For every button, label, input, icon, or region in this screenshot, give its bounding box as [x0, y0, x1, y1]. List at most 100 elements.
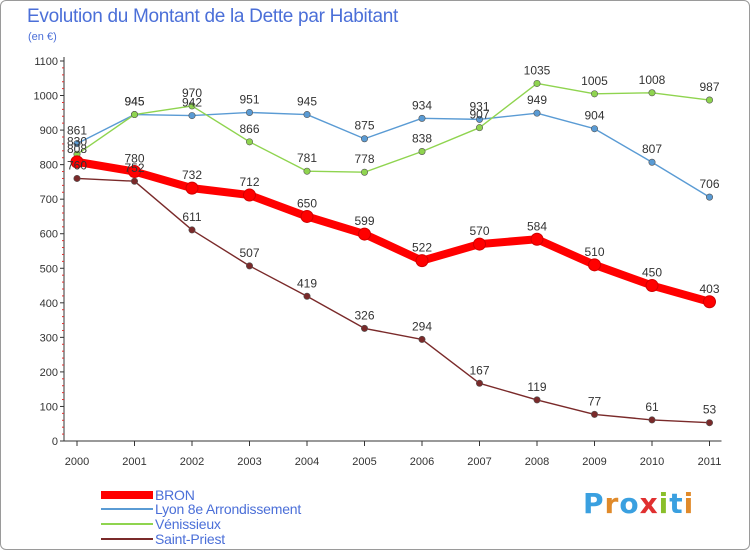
data-point: [300, 209, 314, 223]
data-label: 945: [297, 95, 317, 109]
legend-label: Saint-Priest: [155, 531, 225, 547]
data-label: 450: [642, 266, 662, 280]
legend-label: Vénissieux: [155, 516, 221, 532]
data-label: 807: [642, 142, 662, 156]
data-label: 584: [527, 219, 547, 233]
data-point: [128, 165, 141, 179]
data-point: [473, 237, 486, 251]
data-point: [645, 279, 659, 293]
data-label: 808: [67, 142, 87, 156]
data-label: 712: [239, 175, 259, 189]
legend-swatch: [101, 508, 153, 510]
data-point: [648, 158, 656, 166]
data-point: [131, 111, 139, 119]
data-label: 760: [67, 158, 87, 172]
data-label: 781: [297, 151, 317, 165]
data-point: [648, 89, 656, 97]
x-tick-label: 2006: [410, 456, 434, 468]
chart-title: Evolution du Montant de la Dette par Hab…: [27, 6, 398, 27]
data-point: [188, 112, 196, 120]
data-point: [303, 111, 311, 119]
data-point: [246, 108, 254, 116]
data-label: 507: [239, 246, 259, 260]
x-tick-label: 2002: [180, 456, 204, 468]
data-point: [590, 410, 598, 418]
legend-label: BRON: [155, 487, 195, 503]
legend-item: Lyon 8e Arrondissement: [101, 501, 301, 517]
logo-letter: i: [683, 487, 695, 520]
logo-letter: r: [604, 487, 620, 520]
logo-letter: P: [583, 487, 605, 520]
data-point: [705, 419, 713, 427]
data-point: [648, 416, 656, 424]
data-point: [360, 135, 368, 143]
x-tick-label: 2008: [525, 456, 549, 468]
data-label: 838: [412, 132, 432, 146]
x-tick-label: 2001: [122, 456, 146, 468]
data-label: 599: [354, 214, 374, 228]
data-point: [303, 167, 311, 175]
chart-subtitle: (en €): [28, 31, 57, 43]
data-label: 931: [469, 99, 489, 113]
legend-swatch: [101, 523, 153, 525]
y-tick-label: 500: [40, 263, 58, 275]
x-tick-label: 2000: [65, 456, 89, 468]
data-label: 650: [297, 196, 317, 210]
data-label: 949: [527, 93, 547, 107]
data-label: 875: [354, 119, 374, 133]
data-point: [533, 79, 541, 87]
series-line-2: [76, 82, 711, 173]
data-point: [360, 324, 368, 332]
data-label: 119: [527, 380, 546, 394]
data-label: 53: [703, 403, 717, 417]
data-point: [530, 232, 544, 246]
series-line-1: [76, 111, 711, 198]
data-label: 861: [67, 124, 87, 138]
data-point: [590, 90, 598, 98]
x-tick-label: 2007: [467, 456, 491, 468]
data-label: 294: [412, 319, 432, 333]
y-tick-label: 800: [40, 160, 58, 172]
data-labels: 861 945 942 951 945 875 934 931 949 904 807 706 830 9…: [67, 63, 720, 416]
legend-item: BRON: [101, 487, 195, 503]
data-label: 706: [699, 177, 719, 191]
logo-letter: o: [619, 487, 640, 520]
y-tick-label: 600: [40, 229, 58, 241]
y-tick-label: 700: [40, 194, 58, 206]
data-point: [705, 193, 713, 201]
y-tick-label: 1000: [34, 91, 58, 103]
data-label: 403: [699, 282, 719, 296]
data-point: [360, 168, 368, 176]
data-label: 77: [588, 394, 602, 408]
data-label: 732: [182, 168, 202, 182]
legend-label: Lyon 8e Arrondissement: [155, 501, 302, 517]
data-point: [705, 96, 713, 104]
data-point: [418, 335, 426, 343]
data-label: 326: [354, 308, 374, 322]
data-label: 951: [239, 92, 259, 106]
y-tick-label: 1100: [34, 56, 58, 68]
data-point: [590, 125, 598, 133]
data-point: [243, 188, 256, 202]
data-label: 904: [584, 109, 604, 123]
data-label: 830: [67, 134, 87, 148]
y-tick-label: 100: [40, 401, 58, 413]
data-point: [415, 254, 429, 268]
y-tick-label: 0: [52, 436, 58, 448]
legend-swatch: [101, 538, 153, 540]
data-point: [533, 396, 541, 404]
data-label: 866: [239, 122, 259, 136]
data-label: 1005: [581, 74, 608, 88]
axes: 0 100 200 300 400 500 600 700 800 900 1000 1100 2000…: [34, 56, 722, 468]
data-point: [358, 227, 371, 241]
legend-swatch: [101, 491, 153, 499]
x-tick-label: 2004: [295, 456, 319, 468]
legend-item: Vénissieux: [101, 516, 221, 532]
data-point: [418, 114, 426, 122]
logo-letter: x: [639, 487, 659, 520]
data-label: 942: [182, 96, 202, 110]
y-tick-label: 900: [40, 125, 58, 137]
data-label: 945: [124, 95, 144, 109]
